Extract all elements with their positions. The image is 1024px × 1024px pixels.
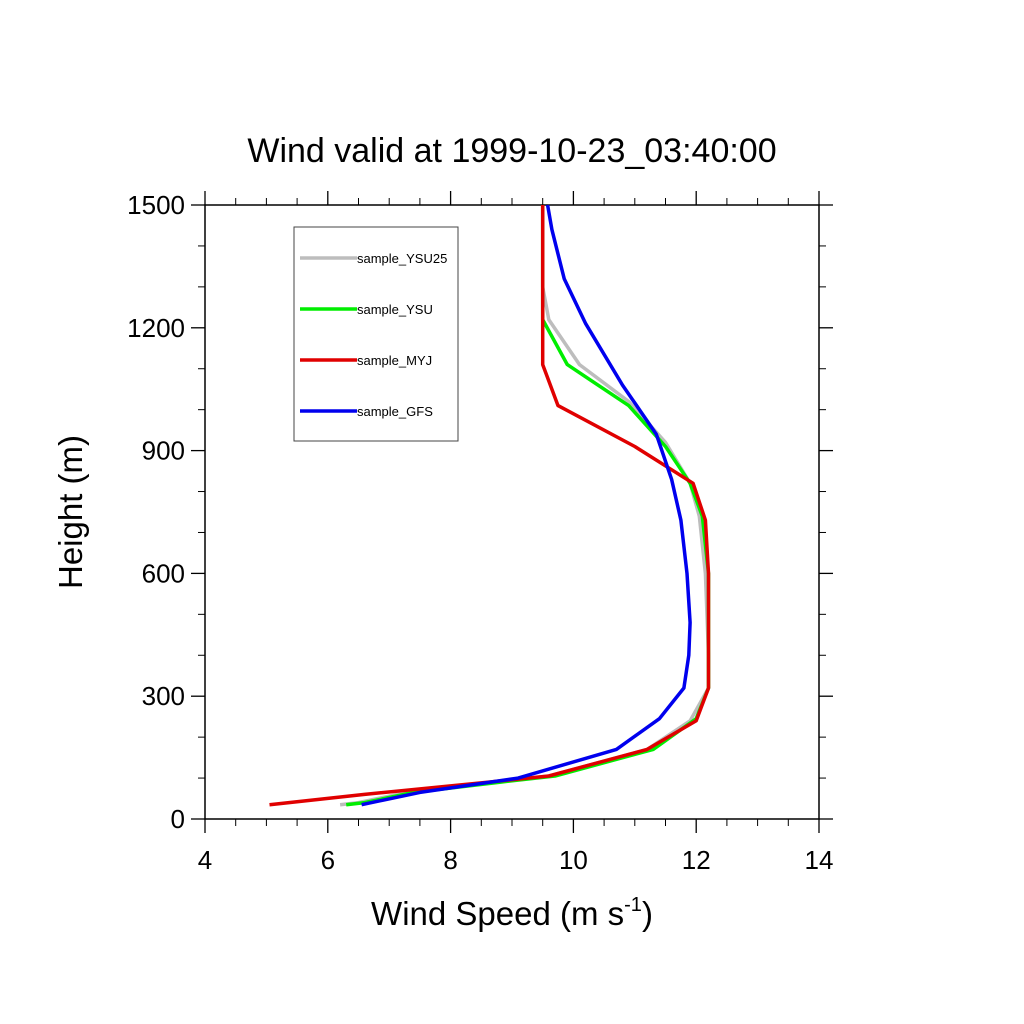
x-axis-label-main: Wind Speed (m s	[371, 895, 624, 932]
legend-entry-label: sample_YSU25	[357, 251, 447, 266]
x-tick-label: 12	[682, 845, 711, 875]
y-tick-label: 1200	[127, 313, 185, 343]
x-tick-label: 8	[443, 845, 457, 875]
legend-entry-label: sample_YSU	[357, 302, 433, 317]
legend-box	[293, 226, 459, 442]
series-lines	[269, 204, 711, 807]
legend-entry-label: sample_GFS	[357, 404, 433, 419]
x-tick-label: 14	[805, 845, 834, 875]
x-axis-label: Wind Speed (m s-1)	[371, 894, 653, 932]
y-tick-label: 300	[142, 681, 185, 711]
legend: sample_YSU25 sample_YSU sample_MYJ sample_G…	[293, 226, 459, 442]
axis-tick-labels: 4 6 8 10 12 14 0 300 600 900 1200 1500	[127, 190, 833, 875]
x-tick-label: 4	[198, 845, 212, 875]
x-tick-label: 6	[321, 845, 335, 875]
chart-title: Wind valid at 1999-10-23_03:40:00	[247, 132, 776, 170]
y-axis-label: Height (m)	[52, 435, 89, 589]
y-tick-label: 1500	[127, 190, 185, 220]
axis-ticks	[191, 191, 833, 833]
series-line-sample-gfs	[361, 204, 692, 807]
x-tick-label: 10	[559, 845, 588, 875]
y-tick-label: 600	[142, 558, 185, 588]
x-axis-label-suffix: )	[642, 895, 653, 932]
legend-entry-label: sample_MYJ	[357, 353, 432, 368]
y-tick-label: 0	[171, 804, 185, 834]
y-tick-label: 900	[142, 436, 185, 466]
x-axis-label-superscript: -1	[624, 894, 642, 916]
